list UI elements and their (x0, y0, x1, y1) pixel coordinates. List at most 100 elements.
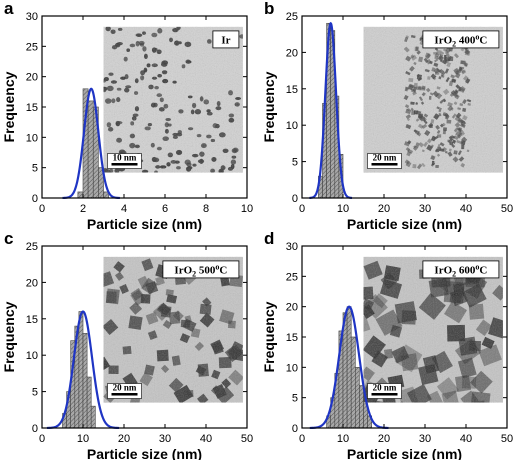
gaussian-fit-line (309, 21, 353, 200)
tem-grain (103, 26, 243, 173)
y-tick-label: 10 (286, 362, 298, 374)
y-tick-label: 10 (26, 350, 38, 362)
x-tick-label: 2 (80, 203, 86, 215)
tem-grain (363, 256, 503, 403)
scale-bar-label: 20 nm (113, 383, 137, 393)
scale-bar-label: 20 nm (373, 153, 397, 163)
y-axis-title: Frequency (261, 301, 277, 372)
histogram-bar (354, 367, 360, 429)
inset-label: Ir (212, 30, 240, 49)
scale-bar: 20 nm (367, 383, 402, 399)
y-tick-label: 30 (286, 241, 298, 253)
y-axis-title: Frequency (1, 71, 17, 142)
inset-label-text: IrO2 600oC (434, 262, 487, 278)
histogram-bar (77, 191, 84, 199)
scale-bar-label: 20 nm (373, 383, 397, 393)
y-tick-label: 20 (286, 302, 298, 314)
x-tick-label: 10 (337, 203, 349, 215)
x-tick-label: 20 (378, 203, 390, 215)
inset-label-text: IrO2 400oC (434, 32, 487, 48)
scale-bar: 20 nm (367, 153, 402, 169)
gaussian-fit-line (309, 305, 389, 430)
y-tick-label: 20 (286, 47, 298, 59)
y-tick-label: 0 (292, 423, 298, 435)
histogram-bar (86, 376, 92, 429)
x-tick-label: 10 (77, 433, 89, 445)
panel-b: IrO2 400oC 20 nm 0 10 20 30 40 50 0 5 10 15 20 25 Part… (261, 0, 513, 232)
inset-label-box (422, 260, 500, 279)
histogram-bar (359, 385, 364, 429)
tem-inset-image: IrO2 600oC 20 nm (363, 256, 503, 403)
x-axis-title: Particle size (nm) (87, 216, 202, 232)
x-tick-label: 10 (337, 433, 349, 445)
gaussian-fit-line (46, 310, 120, 430)
x-tick-label: 6 (162, 203, 168, 215)
y-tick-label: 5 (292, 393, 298, 405)
y-tick-label: 20 (26, 277, 38, 289)
y-tick-label: 25 (26, 241, 38, 253)
x-tick-label: 50 (241, 433, 253, 445)
panel-a: Ir 10 nm 0 2 4 6 8 10 0 5 10 15 20 25 30 Particle size … (1, 0, 253, 232)
inset-label: IrO2 600oC (422, 260, 500, 279)
y-tick-label: 10 (26, 132, 38, 144)
x-tick-label: 30 (419, 433, 431, 445)
panel-letter: a (4, 0, 14, 18)
panel-letter: c (4, 229, 13, 248)
histogram-bar (350, 336, 356, 429)
y-tick-label: 15 (26, 102, 38, 114)
plot-frame (41, 245, 248, 429)
tem-inset-image: IrO2 400oC 20 nm (363, 26, 503, 173)
inset-label-box (212, 30, 240, 49)
tem-grain (103, 256, 243, 403)
scale-bar-line (111, 393, 138, 396)
y-axis-title: Frequency (1, 301, 17, 372)
histogram-bar (78, 311, 84, 429)
x-tick-label: 0 (39, 203, 45, 215)
histogram-bar (82, 333, 88, 429)
panel-letter: d (264, 229, 274, 248)
scale-bar-line (371, 163, 398, 166)
plot-frame (301, 15, 508, 199)
x-tick-label: 40 (460, 433, 472, 445)
inset-label-text: Ir (221, 34, 230, 46)
x-tick-label: 0 (39, 433, 45, 445)
scale-bar-label: 10 nm (113, 153, 137, 163)
inset-label: IrO2 500oC (162, 260, 240, 279)
tem-grain (363, 26, 503, 173)
x-tick-label: 50 (501, 203, 513, 215)
y-tick-label: 20 (26, 72, 38, 84)
gaussian-fit-line (62, 87, 120, 200)
x-tick-label: 30 (419, 203, 431, 215)
y-tick-label: 5 (292, 157, 298, 169)
inset-label-box (422, 30, 500, 49)
y-tick-label: 25 (26, 41, 38, 53)
x-tick-label: 20 (118, 433, 130, 445)
x-tick-label: 30 (159, 433, 171, 445)
x-tick-label: 0 (299, 433, 305, 445)
y-tick-label: 15 (286, 332, 298, 344)
panel-c: IrO2 500oC 20 nm 0 10 20 30 40 50 0 5 10 15 20 25 Part… (1, 229, 253, 460)
x-tick-label: 8 (203, 203, 209, 215)
tem-inset-image: IrO2 500oC 20 nm (103, 256, 243, 403)
scale-bar-line (111, 163, 138, 166)
y-tick-label: 15 (286, 84, 298, 96)
y-tick-label: 25 (286, 271, 298, 283)
inset-label: IrO2 400oC (422, 30, 500, 49)
y-tick-label: 25 (286, 11, 298, 23)
y-tick-label: 5 (32, 387, 38, 399)
y-tick-label: 0 (32, 423, 38, 435)
x-axis-title: Particle size (nm) (347, 216, 462, 232)
y-tick-label: 30 (26, 11, 38, 23)
y-tick-label: 15 (26, 314, 38, 326)
panel-letter: b (264, 0, 274, 18)
inset-label-box (162, 260, 240, 279)
x-tick-label: 0 (299, 203, 305, 215)
histogram-bar (87, 100, 94, 199)
x-tick-label: 40 (460, 203, 472, 215)
y-axis-title: Frequency (261, 71, 277, 142)
histogram-bar (346, 306, 352, 429)
y-tick-label: 5 (32, 163, 38, 175)
x-axis-title: Particle size (nm) (87, 446, 202, 460)
